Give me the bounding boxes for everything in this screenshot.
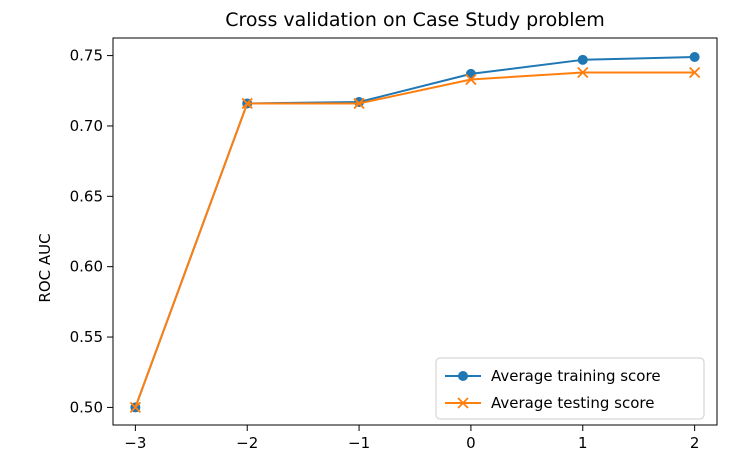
- x-tick-label: −2: [236, 434, 258, 452]
- y-tick-label: 0.65: [70, 187, 103, 205]
- data-point: [465, 68, 476, 79]
- data-point: [241, 97, 253, 110]
- y-tick-label: 0.60: [70, 258, 103, 276]
- data-point: [688, 66, 701, 79]
- data-point: [577, 54, 588, 65]
- legend: Average training score Average testing sc…: [435, 357, 705, 420]
- x-tick-label: −3: [124, 434, 146, 452]
- y-tick-label: 0.70: [70, 117, 103, 135]
- y-tick-label: 0.55: [70, 328, 103, 346]
- x-tick-label: −1: [348, 434, 370, 452]
- x-tick-label: 2: [690, 434, 700, 452]
- data-point: [577, 66, 589, 79]
- legend-box: [435, 357, 705, 420]
- y-tick-label: 0.50: [70, 398, 103, 416]
- plot-frame: [112, 37, 718, 426]
- legend-label: Average training score: [491, 367, 661, 385]
- y-axis-label: ROC AUC: [36, 233, 54, 302]
- y-tick-label: 0.75: [70, 47, 103, 65]
- chart-title: Cross validation on Case Study problem: [225, 9, 604, 31]
- y-axis-ticks: 0.50 0.55 0.60 0.65 0.70 0.75: [70, 47, 113, 416]
- series-layer: [129, 51, 701, 414]
- data-point: [465, 73, 477, 86]
- legend-marker: [457, 397, 469, 409]
- legend-item: Average training score: [445, 367, 661, 385]
- data-point: [353, 97, 365, 110]
- x-axis-ticks: −3 −2 −1 0 1 2: [124, 425, 699, 452]
- series-line-0: [134, 56, 695, 408]
- x-tick-label: 1: [578, 434, 588, 452]
- data-point: [129, 401, 142, 414]
- legend-item: Average testing score: [445, 394, 654, 412]
- data-point: [354, 97, 365, 108]
- data-point: [689, 51, 700, 62]
- legend-label: Average testing score: [491, 394, 654, 412]
- legend-marker: [458, 371, 468, 381]
- x-tick-label: 0: [466, 434, 476, 452]
- series-line-1: [134, 71, 695, 408]
